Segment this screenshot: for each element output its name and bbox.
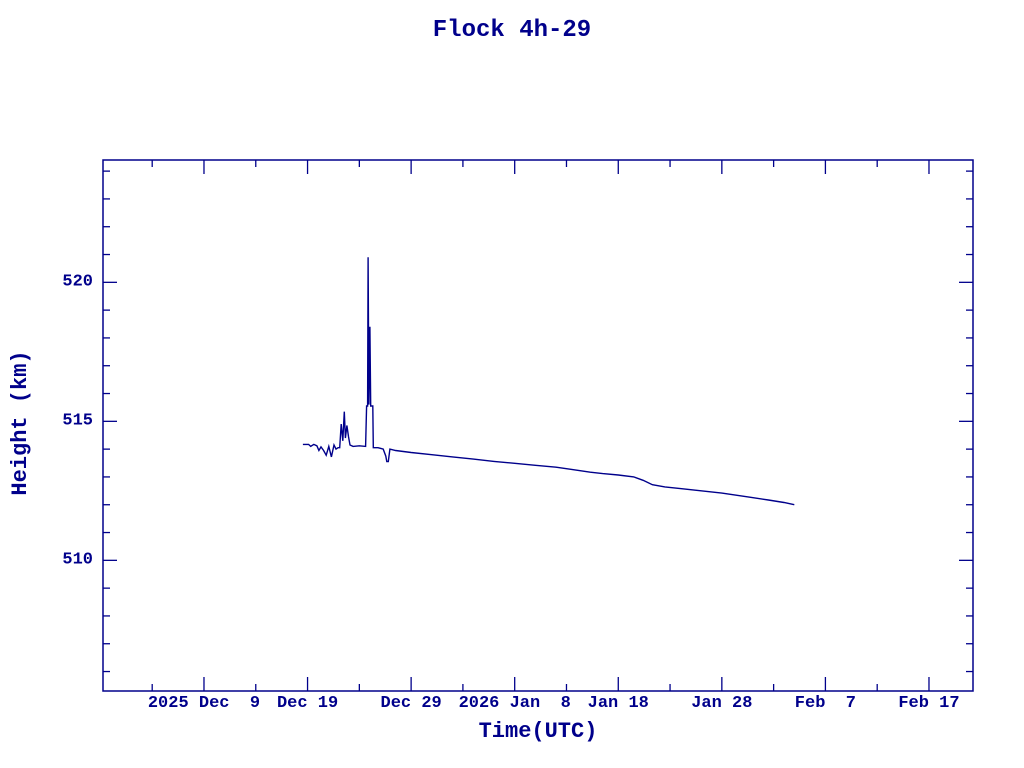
x-axis-title: Time(UTC) [478, 719, 598, 744]
x-tick-label: Feb 17 [898, 694, 960, 713]
y-tick-label: 515 [62, 411, 93, 431]
x-tick-label: 2025 Dec 9 [147, 694, 261, 713]
y-tick-label: 520 [62, 272, 93, 292]
axis-ticks [103, 160, 973, 691]
x-tick-label: Dec 29 [380, 694, 442, 713]
y-tick-label: 510 [62, 550, 93, 570]
plot-border [102, 159, 974, 692]
x-tick-label: Dec 19 [276, 694, 339, 713]
height-polyline [302, 257, 795, 506]
plot-frame [102, 159, 974, 692]
height-series-line [302, 257, 795, 506]
x-tick-label: Feb 7 [794, 694, 857, 713]
x-tick-label: Jan 28 [691, 694, 753, 713]
x-tick-label: 2026 Jan 8 [458, 694, 571, 713]
chart-title: Flock 4h-29 [432, 17, 592, 44]
x-tick-label: Jan 18 [587, 694, 649, 713]
